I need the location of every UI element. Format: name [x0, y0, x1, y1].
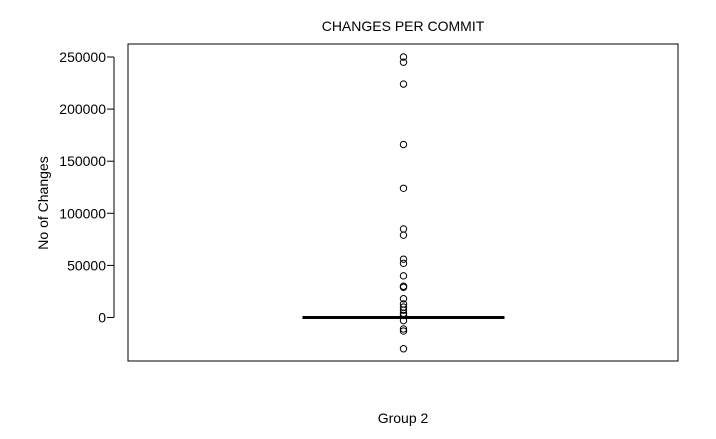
outlier-point: [399, 255, 408, 263]
outlier-point: [399, 184, 408, 192]
outlier-point: [399, 272, 408, 280]
outlier-point: [399, 316, 408, 325]
outlier-point: [399, 53, 408, 61]
y-tick-label: 100000: [59, 205, 106, 221]
outlier-point: [399, 231, 408, 239]
outlier-point: [399, 225, 408, 233]
plot-area: [302, 53, 505, 353]
outlier-point: [399, 309, 408, 318]
y-tick-label: 200000: [59, 101, 106, 117]
outlier-point: [399, 140, 408, 149]
plot-frame: [127, 43, 679, 362]
y-tick-label: 250000: [59, 49, 106, 65]
outlier-point: [399, 58, 408, 66]
outlier-point: [399, 327, 408, 335]
outlier-point: [399, 283, 408, 291]
outlier-point: [399, 306, 408, 314]
chart-title: CHANGES PER COMMIT: [322, 18, 485, 34]
x-axis-label: Group 2: [378, 410, 429, 426]
y-tick-label: 0: [98, 310, 106, 326]
y-axis: 0 50000 100000 150000 200000 250000: [59, 49, 115, 326]
outlier-point: [399, 295, 408, 303]
y-axis-label: No of Changes: [35, 156, 51, 249]
outlier-point: [399, 259, 408, 268]
y-tick-label: 50000: [67, 257, 106, 273]
outlier-point: [399, 325, 408, 333]
outlier-point: [399, 80, 408, 88]
outlier-point: [399, 345, 408, 353]
y-tick-label: 150000: [59, 153, 106, 169]
outlier-point: [399, 311, 408, 320]
